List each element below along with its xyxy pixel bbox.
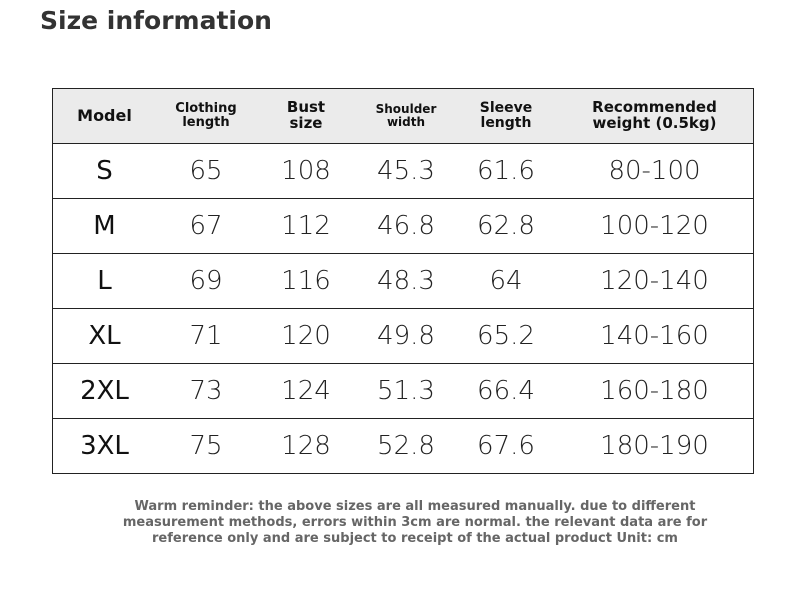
- table-cell: 46.8: [377, 211, 435, 241]
- table-cell: 120-140: [600, 266, 709, 296]
- header-text: Sleeve length: [479, 100, 533, 131]
- table-cell: 51.3: [377, 376, 435, 406]
- table-cell: 128: [281, 431, 331, 461]
- table-row: 3XL 75 128 52.8 67.6 180-190: [53, 418, 753, 473]
- table-cell: 108: [281, 156, 331, 186]
- note-line: Warm reminder: the above sizes are all m…: [134, 499, 696, 514]
- table-cell: 45.3: [377, 156, 435, 186]
- table-row: XL 71 120 49.8 65.2 140-160: [53, 308, 753, 363]
- table-row: S 65 108 45.3 61.6 80-100: [53, 143, 753, 198]
- table-cell: 120: [281, 321, 331, 351]
- header-row: Model Clothing length Bust size Shoulder wi…: [53, 89, 753, 143]
- header-text: Model: [77, 105, 132, 125]
- note-line: measurement methods, errors within 3cm a…: [122, 515, 708, 530]
- header-cell: Shoulder width: [356, 89, 456, 143]
- table-cell: 100-120: [600, 211, 709, 241]
- table-cell: XL: [88, 321, 121, 351]
- table-cell: 71: [189, 321, 223, 351]
- header-cell: Clothing length: [156, 89, 256, 143]
- table-cell: 112: [281, 211, 331, 241]
- table-cell: 69: [189, 266, 223, 296]
- table-cell: 160-180: [600, 376, 709, 406]
- header-cell: Recommended weight (0.5kg): [556, 89, 753, 143]
- table-row: M 67 112 46.8 62.8 100-120: [53, 198, 753, 253]
- table-cell: 64: [489, 266, 523, 296]
- table-cell: 52.8: [377, 431, 435, 461]
- header-text: Recommended weight (0.5kg): [592, 98, 717, 132]
- table-cell: 73: [189, 376, 223, 406]
- table-cell: 65: [189, 156, 223, 186]
- table-cell: 62.8: [477, 211, 535, 241]
- header-cell: Bust size: [256, 89, 356, 143]
- table-cell: 124: [281, 376, 331, 406]
- table-cell: 2XL: [80, 376, 129, 406]
- table-cell: L: [97, 266, 112, 296]
- table-cell: 48.3: [377, 266, 435, 296]
- table-cell: 67.6: [477, 431, 535, 461]
- header-text: Bust size: [286, 98, 326, 132]
- header-cell: Sleeve length: [456, 89, 556, 143]
- header-text: Shoulder width: [375, 102, 437, 129]
- table-row: 2XL 73 124 51.3 66.4 160-180: [53, 363, 753, 418]
- table-row: L 69 116 48.3 64 120-140: [53, 253, 753, 308]
- table-cell: 180-190: [600, 431, 709, 461]
- note-line: reference only and are subject to receip…: [152, 531, 678, 546]
- table-cell: 3XL: [80, 431, 129, 461]
- size-table: Model Clothing length Bust size Shoulder wi…: [52, 88, 754, 474]
- table-cell: M: [93, 211, 116, 241]
- table-cell: 66.4: [477, 376, 535, 406]
- table-cell: S: [96, 156, 113, 186]
- table-cell: 61.6: [477, 156, 535, 186]
- note: Warm reminder: the above sizes are all m…: [0, 499, 790, 547]
- table-cell: 67: [189, 211, 223, 241]
- table-cell: 80-100: [608, 156, 701, 186]
- table-cell: 75: [189, 431, 223, 461]
- table-cell: 65.2: [477, 321, 535, 351]
- header-cell: Model: [53, 89, 156, 143]
- table-cell: 49.8: [377, 321, 435, 351]
- header-text: Clothing length: [175, 101, 237, 130]
- table-cell: 116: [281, 266, 331, 296]
- table-cell: 140-160: [600, 321, 709, 351]
- page-title: Size information: [40, 6, 272, 35]
